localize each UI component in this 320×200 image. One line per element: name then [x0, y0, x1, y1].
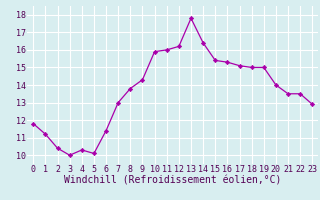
X-axis label: Windchill (Refroidissement éolien,°C): Windchill (Refroidissement éolien,°C) — [64, 176, 282, 186]
